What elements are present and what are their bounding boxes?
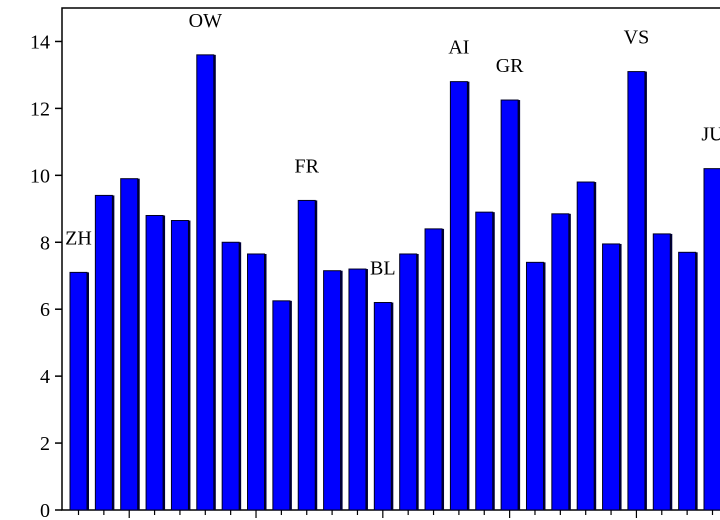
bar-label: ZH [65,227,92,249]
y-tick-label: 10 [30,165,50,187]
bar [525,261,544,511]
bar [323,270,342,511]
bar-label: JU [701,124,720,146]
bar [196,54,215,511]
bar [297,199,316,511]
y-tick-label: 12 [30,98,50,120]
y-tick-label: 2 [40,433,50,455]
bar [145,214,164,511]
bar-label: AI [448,37,469,59]
bar [348,268,367,511]
bar [576,181,595,511]
bar [652,233,671,511]
y-tick-label: 14 [30,31,50,53]
bar [551,213,570,511]
bar [399,253,418,511]
bar [170,220,189,511]
bar [272,300,291,511]
bar [247,253,266,511]
bar [475,211,494,511]
bar [69,271,88,511]
bar [221,241,240,511]
bar [373,302,392,511]
bar [500,99,519,511]
bar [627,71,646,511]
bar [94,194,113,511]
bar-label: FR [295,155,320,177]
bar [602,243,621,511]
bar [449,81,468,511]
y-tick-label: 0 [40,500,50,520]
bar [678,251,697,511]
y-tick-label: 8 [40,232,50,254]
bar [120,178,139,511]
bar [703,168,720,511]
bar [424,228,443,511]
bar-label: GR [496,55,524,77]
bar-label: VS [624,27,650,49]
bar-label: BL [370,258,396,280]
y-tick-label: 4 [40,366,50,388]
y-tick-label: 6 [40,299,50,321]
bar-label: OW [189,10,222,32]
